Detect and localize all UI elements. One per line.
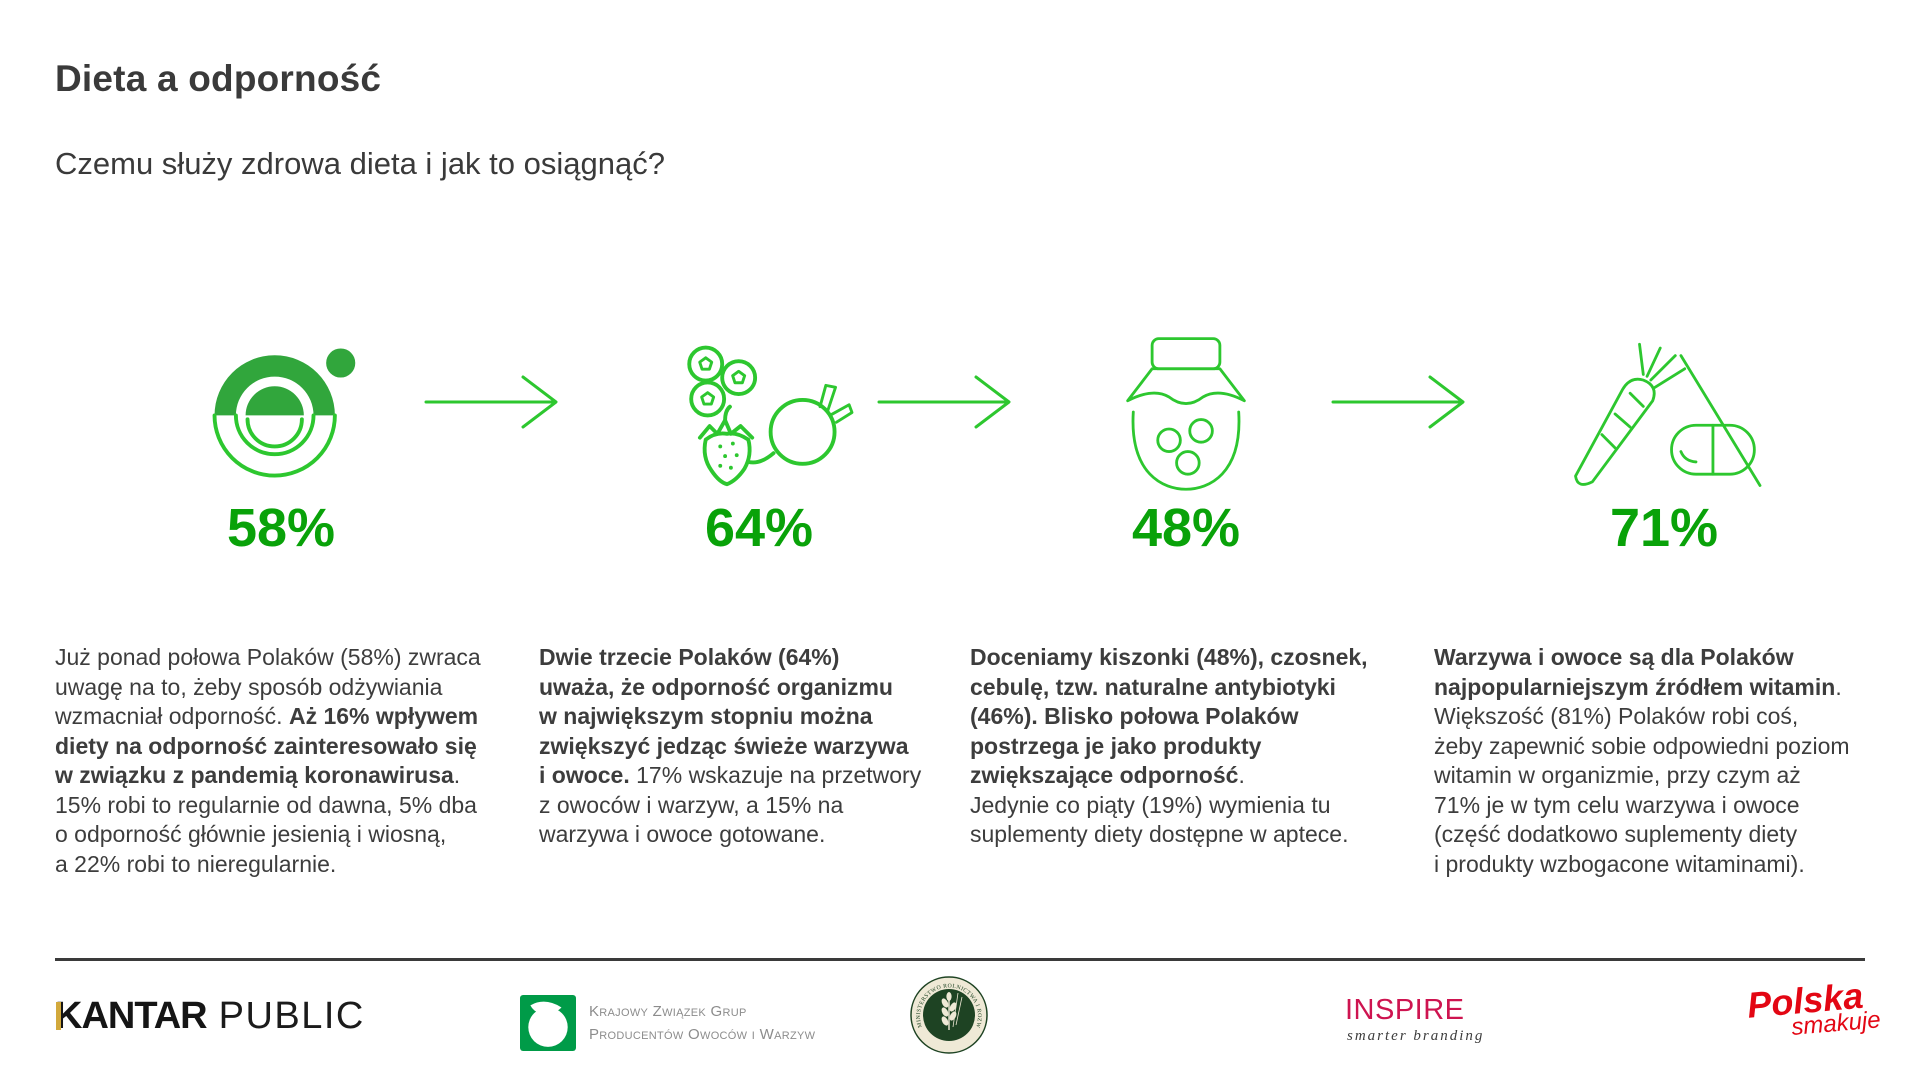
stat-percent: 71% [1609,498,1719,558]
kzg-apple-icon [520,995,576,1051]
stat-description: Doceniamy kiszonki (48%), czosnek, cebul… [970,644,1368,847]
footer-divider [55,958,1865,961]
arrow-right-icon [423,370,563,439]
stat-percent: 48% [1131,498,1241,558]
inspire-tagline: smarter branding [1347,1028,1485,1044]
stat-description: Dwie trzecie Polaków (64%) uważa, że odp… [539,644,922,847]
half-plate-icon [55,330,507,495]
arrow-right-icon [876,370,1016,439]
kantar-public-logo: KANTAR PUBLIC [55,996,365,1036]
inspire-brand-text: INSPIRE [1345,994,1465,1026]
kzg-line1: Krajowy Związek Grup [589,1002,747,1020]
pickle-jar-icon [970,330,1402,495]
stat-column-fresh-produce: 64% Dwie trzecie Polaków (64%) uważa, że… [539,330,979,850]
page-subtitle: Czemu służy zdrowa dieta i jak to osiągn… [55,146,665,181]
stat-column-vitamins-natural: 71% Warzywa i owoce są dla Polaków najpo… [1434,330,1894,879]
kzgpoiw-logo: Krajowy Związek Grup Producentów Owoców … [520,995,815,1051]
carrot-no-pill-icon [1434,330,1894,495]
polska-line2: smakuje [1790,1006,1882,1041]
fresh-fruits-vegetables-icon [539,330,979,495]
kantar-gold-bar [56,1002,61,1030]
stat-percent: 58% [226,498,336,558]
inspire-logo: INSPIRE smarter branding [1345,995,1484,1045]
stat-column-fermented-foods: 48% Doceniamy kiszonki (48%), czosnek, c… [970,330,1402,850]
stat-description: Już ponad połowa Polaków (58%) zwraca uw… [55,644,481,877]
kzg-line2: Producentów Owoców i Warzyw [589,1026,816,1043]
page-title: Dieta a odporność [55,58,382,99]
polska-smakuje-logo: Polska smakuje [1746,975,1882,1043]
kantar-suffix-text: PUBLIC [218,995,365,1037]
ministry-agriculture-seal: MINISTERSTWO ROLNICTWA I ROZWOJU WSI [906,971,989,1060]
stat-description: Warzywa i owoce są dla Polaków najpopula… [1434,644,1850,877]
stat-column-diet-awareness: 58% Już ponad połowa Polaków (58%) zwrac… [55,330,507,879]
stat-percent: 64% [704,498,814,558]
kantar-brand-text: KANTAR [55,995,208,1037]
wheat-ear-icon [941,992,963,1030]
arrow-right-icon [1330,370,1470,439]
